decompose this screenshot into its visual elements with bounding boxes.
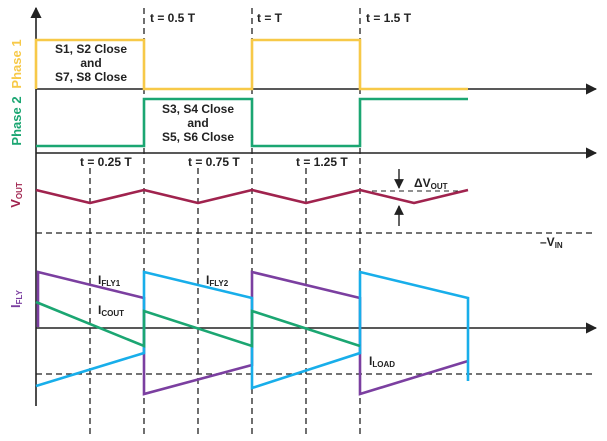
delta-vout-label: ΔVOUT [414,176,448,191]
time-label-t-15: t = 1.5 T [366,11,412,25]
ifly-axis-label: IFLY [8,289,24,308]
ifly1-label: IFLY1 [98,273,121,288]
phase1-state-line1: S1, S2 Close [55,42,127,56]
phase2-state-line2: and [187,116,208,130]
time-label-t-05: t = 0.5 T [150,11,196,25]
phase2-state-line1: S3, S4 Close [162,102,234,116]
time-label-t-125: t = 1.25 T [296,155,348,169]
phase2-waveform [36,97,468,148]
phase2-state-line3: S5, S6 Close [162,130,234,144]
phase1-state-line3: S7, S8 Close [55,70,127,84]
vout-waveform [35,188,469,205]
time-label-t-025: t = 0.25 T [80,155,132,169]
vin-label: –VIN [540,235,563,250]
time-label-t-075: t = 0.75 T [188,155,240,169]
icout-label: ICOUT [98,303,124,318]
phase2-label: Phase 2 [9,96,24,145]
phase1-waveform [34,38,468,91]
ifly2-label: IFLY2 [206,273,229,288]
phase1-state-line2: and [80,56,101,70]
phase1-label: Phase 1 [9,39,24,88]
iload-label: ILOAD [369,354,395,369]
icout-waveform [35,300,361,348]
vout-axis-label: VOUT [8,182,24,208]
time-label-t-1: t = T [257,11,283,25]
